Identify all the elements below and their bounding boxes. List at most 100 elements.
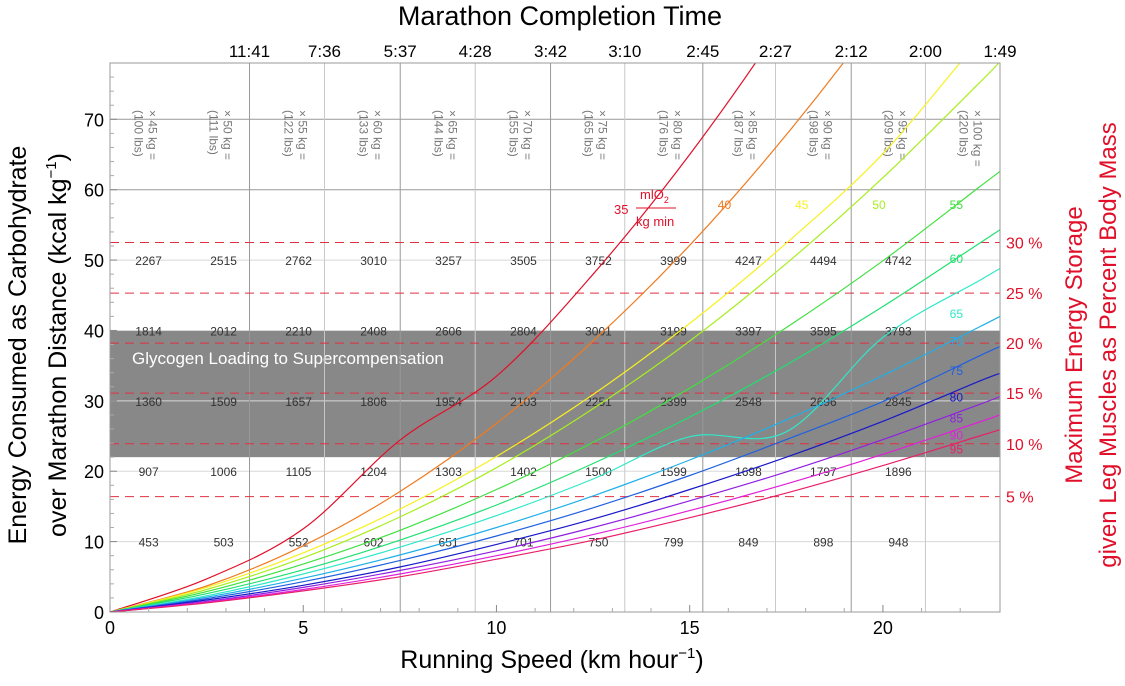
body-mass-kg: × 60 kg = <box>371 110 385 160</box>
y-axis-label-close: ) <box>44 153 72 161</box>
vo2-curve-65 <box>110 267 1000 612</box>
kcal-cell: 2210 <box>285 324 312 338</box>
y-tick-label-6: 60 <box>84 181 104 201</box>
percent-dashed-lines <box>110 241 1000 498</box>
x-tick-label-2: 10 <box>486 618 506 638</box>
body-mass-lbs: (122 lbs) <box>282 110 296 157</box>
kcal-cell: 1303 <box>435 465 462 479</box>
body-mass-lbs: (111 lbs) <box>207 110 221 155</box>
kcal-cell: 3199 <box>660 324 687 338</box>
vo2-label-50: 50 <box>872 198 886 212</box>
kcal-cell: 1954 <box>435 395 462 409</box>
body-mass-lbs: (220 lbs) <box>956 110 970 157</box>
y-tick-label-4: 40 <box>84 321 104 341</box>
vo2-label-85: 85 <box>950 412 964 426</box>
vo2-unit-value: 35 <box>614 202 628 217</box>
top-tick-label-9: 2:00 <box>909 42 942 61</box>
right-axis-label-line2: given Leg Muscles as Percent Body Mass <box>1095 122 1122 568</box>
right-tick-label-1: 10 % <box>1006 437 1042 454</box>
kcal-cell: 799 <box>663 536 683 550</box>
body-mass-kg: × 95 kg = <box>895 110 909 160</box>
kcal-cell: 2515 <box>210 254 237 268</box>
body-mass-kg: × 45 kg = <box>146 110 160 160</box>
top-tick-label-4: 3:42 <box>534 42 567 61</box>
kcal-cell: 2408 <box>360 324 387 338</box>
vo2-curve-50 <box>110 63 1000 612</box>
top-tick-label-7: 2:27 <box>759 42 792 61</box>
kcal-cell: 750 <box>588 536 608 550</box>
shaded-band-layer: Glycogen Loading to Supercompensation <box>110 330 1000 458</box>
kcal-cell: 2399 <box>660 395 687 409</box>
kcal-cell: 2251 <box>585 395 612 409</box>
kcal-cell: 4494 <box>810 254 837 268</box>
kcal-cell: 3257 <box>435 254 462 268</box>
body-mass-kg: × 50 kg = <box>221 110 235 160</box>
right-tick-label-0: 5 % <box>1006 490 1034 507</box>
vo2-curve-40 <box>110 63 845 612</box>
kcal-cell: 3010 <box>360 254 387 268</box>
chart-title: Marathon Completion Time <box>398 1 722 31</box>
kcal-cell: 3595 <box>810 324 837 338</box>
kcal-cell: 2845 <box>885 395 912 409</box>
vo2-label-65: 65 <box>950 307 964 321</box>
top-tick-label-1: 7:36 <box>308 42 341 61</box>
body-mass-lbs: (187 lbs) <box>731 110 745 157</box>
body-mass-kg: × 85 kg = <box>745 110 759 160</box>
x-axis-label-main: Running Speed (km hour <box>400 646 678 674</box>
kcal-cell: 1509 <box>210 395 237 409</box>
y-axis-label-sup: −1 <box>43 161 60 178</box>
x-axis-label-close: ) <box>695 646 703 674</box>
kcal-cell: 3505 <box>510 254 537 268</box>
body-mass-lbs: (133 lbs) <box>357 110 371 157</box>
vo2-unit-denominator: kg min <box>636 214 674 229</box>
kcal-cell: 1814 <box>135 324 162 338</box>
vo2-unit-annotation: 35 mlO2 kg min <box>614 187 676 229</box>
axes-layer: 11:41 7:36 5:37 4:28 3:42 3:10 2:45 2:27 2:12 2:0… <box>84 42 1043 638</box>
y-tick-label-2: 20 <box>84 462 104 482</box>
body-mass-label-4: × 65 kg =(144 lbs) <box>432 110 460 160</box>
body-mass-lbs: (100 lbs) <box>132 110 146 157</box>
kcal-cell: 1360 <box>135 395 162 409</box>
y-tick-label-7: 70 <box>84 110 104 130</box>
body-mass-label-8: × 85 kg =(187 lbs) <box>731 110 759 160</box>
vo2-label-80: 80 <box>950 391 964 405</box>
kcal-cell: 1006 <box>210 465 237 479</box>
body-mass-label-3: × 60 kg =(133 lbs) <box>357 110 385 160</box>
y-tick-label-1: 10 <box>84 533 104 553</box>
x-tick-label-0: 0 <box>105 618 115 638</box>
vo2-curve-85 <box>110 396 1000 612</box>
top-tick-label-3: 4:28 <box>459 42 492 61</box>
body-mass-label-10: × 95 kg =(209 lbs) <box>881 110 909 160</box>
x-tick-label-4: 20 <box>873 618 893 638</box>
top-tick-label-6: 2:45 <box>686 42 719 61</box>
right-tick-label-2: 15 % <box>1006 386 1042 403</box>
vo2-curve-75 <box>110 346 1000 612</box>
vo2-label-45: 45 <box>795 198 809 212</box>
vo2-label-70: 70 <box>950 334 964 348</box>
kcal-cell: 1500 <box>585 465 612 479</box>
body-mass-label-2: × 55 kg =(122 lbs) <box>282 110 310 160</box>
body-mass-label-9: × 90 kg =(198 lbs) <box>806 110 834 160</box>
vo2-curve-90 <box>110 414 1000 612</box>
kcal-cell: 1806 <box>360 395 387 409</box>
body-mass-kg: × 80 kg = <box>670 110 684 160</box>
vo2-curve-60 <box>110 229 1000 612</box>
kcal-cell: 3397 <box>735 324 762 338</box>
body-mass-lbs: (176 lbs) <box>656 110 670 157</box>
kcal-cell: 907 <box>139 465 159 479</box>
top-tick-label-2: 5:37 <box>384 42 417 61</box>
body-mass-lbs: (155 lbs) <box>507 110 521 157</box>
vo2-label-75: 75 <box>950 364 964 378</box>
top-tick-label-0: 11:41 <box>229 42 270 61</box>
vo2-label-40: 40 <box>718 198 732 212</box>
plot-frame <box>109 62 1001 613</box>
glycogen-band-label: Glycogen Loading to Supercompensation <box>132 349 444 368</box>
vo2-unit-num-sub: 2 <box>664 195 669 205</box>
kcal-cell: 1896 <box>885 465 912 479</box>
grid-layer <box>110 63 1000 612</box>
kcal-cell: 849 <box>738 536 758 550</box>
x-tick-label-3: 15 <box>680 618 700 638</box>
body-mass-label-7: × 80 kg =(176 lbs) <box>656 110 684 160</box>
kcal-cell: 4742 <box>885 254 912 268</box>
